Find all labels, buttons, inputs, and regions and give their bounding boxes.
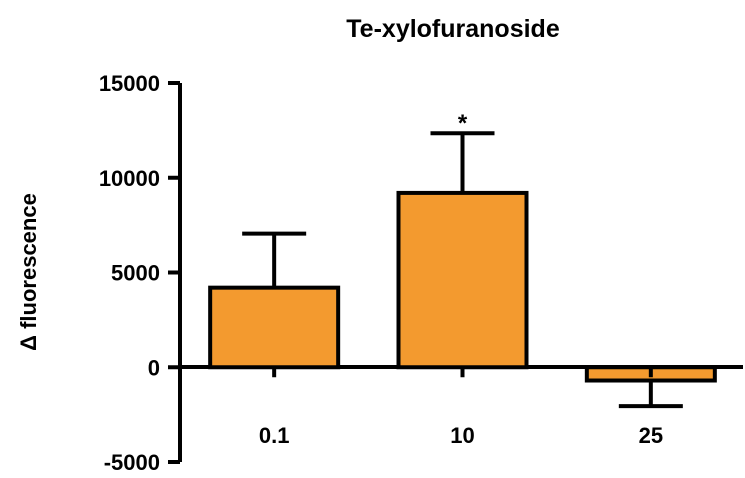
significance-marker: * bbox=[458, 110, 468, 137]
bar bbox=[396, 190, 529, 370]
bars bbox=[208, 190, 717, 383]
y-axis-ticks: -5000 0 5000 10000 15000 bbox=[99, 71, 180, 475]
y-axis-label: Δ fluorescence bbox=[16, 193, 41, 351]
bar bbox=[208, 285, 341, 370]
y-tick-label: 10000 bbox=[99, 166, 160, 191]
x-axis-ticks: 0.1 10 25 bbox=[259, 367, 663, 448]
x-tick-label: 25 bbox=[639, 423, 663, 448]
annotations: * bbox=[458, 110, 468, 137]
y-tick-label: 0 bbox=[148, 355, 160, 380]
error-bars bbox=[242, 131, 683, 409]
x-tick-label: 0.1 bbox=[259, 423, 290, 448]
chart-title: Te-xylofuranoside bbox=[346, 15, 560, 43]
y-tick-label: -5000 bbox=[104, 450, 160, 475]
y-tick-label: 15000 bbox=[99, 71, 160, 96]
y-tick-label: 5000 bbox=[111, 261, 160, 286]
x-tick-label: 10 bbox=[450, 423, 474, 448]
